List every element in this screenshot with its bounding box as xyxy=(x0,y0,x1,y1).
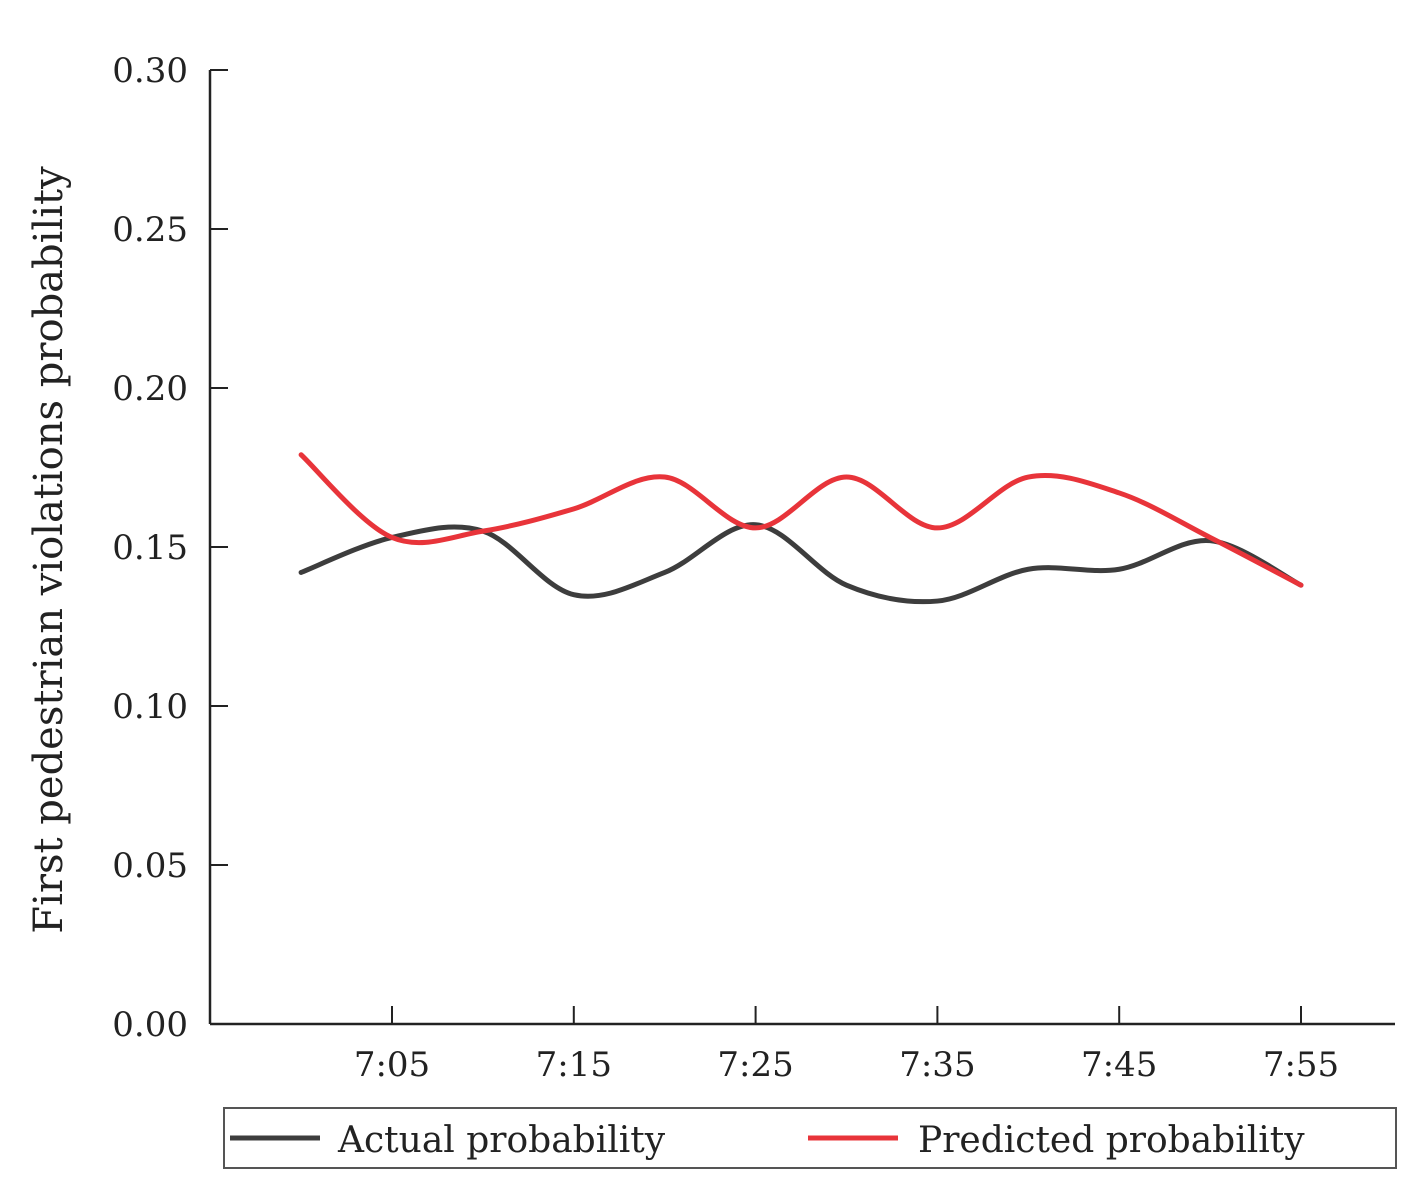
x-tick-label: 7:25 xyxy=(717,1045,793,1085)
legend-box xyxy=(223,1107,1397,1169)
legend: Actual probability Predicted probability xyxy=(223,1107,1397,1169)
x-axis: 7:05 7:15 7:25 7:35 7:45 7:55 xyxy=(354,1006,1339,1085)
x-tick-label: 7:45 xyxy=(1081,1045,1157,1085)
legend-label-predicted: Predicted probability xyxy=(918,1120,1305,1161)
y-tick-label: 0.15 xyxy=(112,528,188,568)
y-tick-label: 0.10 xyxy=(112,687,188,727)
y-tick-label: 0.00 xyxy=(112,1005,188,1045)
series-line-predicted xyxy=(298,452,1304,588)
y-axis-title: First pedestrian violations probability xyxy=(26,166,72,934)
x-tick-label: 7:55 xyxy=(1263,1045,1339,1085)
y-tick-label: 0.05 xyxy=(112,846,188,886)
y-tick-label: 0.25 xyxy=(112,210,188,250)
x-tick-label: 7:05 xyxy=(354,1045,430,1085)
x-tick-label: 7:35 xyxy=(899,1045,975,1085)
x-tick-label: 7:15 xyxy=(536,1045,612,1085)
series-layer xyxy=(298,452,1304,605)
y-tick-label: 0.30 xyxy=(112,51,188,91)
legend-label-actual: Actual probability xyxy=(337,1120,666,1161)
y-axis: 0.00 0.05 0.10 0.15 0.20 0.25 0.30 xyxy=(112,51,228,1045)
y-tick-label: 0.20 xyxy=(112,369,188,409)
